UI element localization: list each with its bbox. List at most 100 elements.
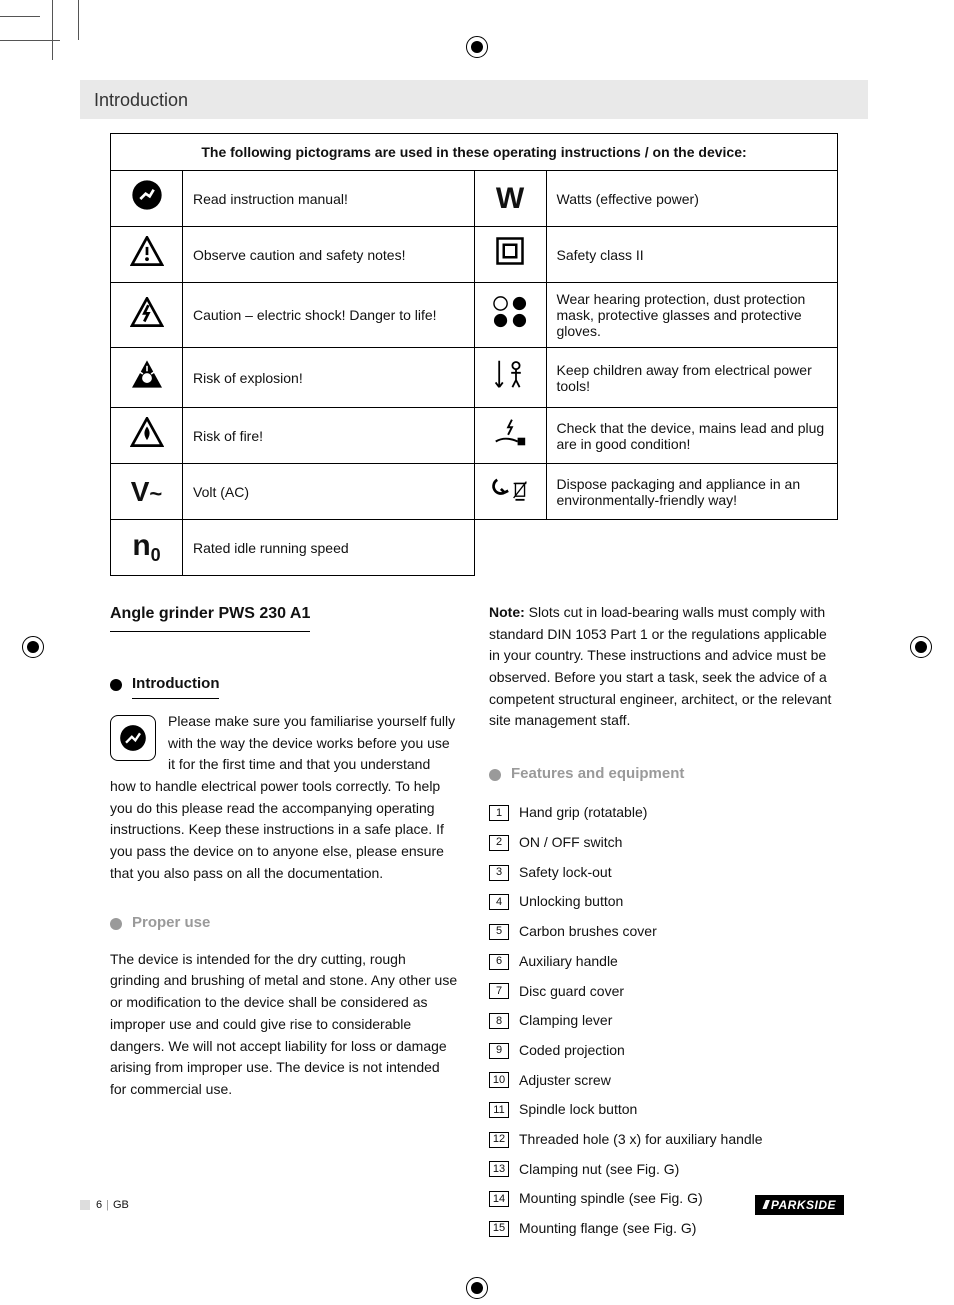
- pictogram-text: Wear hearing protection, dust protection…: [546, 283, 838, 348]
- feature-text: Safety lock-out: [519, 862, 612, 884]
- feature-number: 13: [489, 1161, 509, 1177]
- pictogram-icon: [111, 348, 183, 408]
- feature-number: 12: [489, 1132, 509, 1148]
- feature-text: ON / OFF switch: [519, 832, 622, 854]
- feature-number: 7: [489, 983, 509, 999]
- section-heading-features: Features and equipment: [489, 762, 838, 788]
- footer: 6 | GB ///PARKSIDE: [80, 1195, 844, 1215]
- feature-number: 9: [489, 1043, 509, 1059]
- registration-mark-icon: [466, 1277, 488, 1299]
- feature-number: 6: [489, 954, 509, 970]
- registration-mark-icon: [466, 36, 488, 58]
- pictogram-text: Caution – electric shock! Danger to life…: [183, 283, 475, 348]
- feature-text: Disc guard cover: [519, 981, 624, 1003]
- footer-marker-icon: [80, 1200, 90, 1210]
- page-language: GB: [113, 1199, 129, 1211]
- feature-item: 8 Clamping lever: [489, 1010, 838, 1032]
- crop-mark: [78, 0, 79, 40]
- crop-mark: [0, 16, 40, 17]
- feature-number: 2: [489, 835, 509, 851]
- page-title: Introduction: [80, 80, 868, 119]
- feature-item: 6 Auxiliary handle: [489, 951, 838, 973]
- pictogram-icon: W: [474, 171, 546, 227]
- pictogram-text: Risk of explosion!: [183, 348, 475, 408]
- pictogram-table: The following pictograms are used in the…: [110, 133, 838, 576]
- feature-item: 7 Disc guard cover: [489, 981, 838, 1003]
- feature-number: 3: [489, 865, 509, 881]
- pictogram-icon: [474, 227, 546, 283]
- pictogram-icon: [474, 408, 546, 464]
- pictogram-icon: [111, 408, 183, 464]
- pictogram-text: Read instruction manual!: [183, 171, 475, 227]
- page: Introduction The following pictograms ar…: [0, 0, 954, 1305]
- feature-text: Spindle lock button: [519, 1099, 637, 1121]
- feature-text: Adjuster screw: [519, 1070, 611, 1092]
- crop-mark: [0, 40, 60, 41]
- feature-text: Clamping lever: [519, 1010, 612, 1032]
- feature-text: Mounting flange (see Fig. G): [519, 1218, 696, 1240]
- pictogram-text: Safety class II: [546, 227, 838, 283]
- feature-text: Threaded hole (3 x) for auxiliary handle: [519, 1129, 763, 1151]
- pictogram-icon: n0: [111, 520, 183, 576]
- feature-item: 1 Hand grip (rotatable): [489, 802, 838, 824]
- pictogram-icon: [474, 283, 546, 348]
- pictogram-icon: [111, 227, 183, 283]
- registration-mark-icon: [910, 636, 932, 658]
- feature-number: 8: [489, 1013, 509, 1029]
- feature-item: 5 Carbon brushes cover: [489, 921, 838, 943]
- feature-item: 11 Spindle lock button: [489, 1099, 838, 1121]
- feature-item: 2 ON / OFF switch: [489, 832, 838, 854]
- feature-number: 11: [489, 1102, 509, 1118]
- crop-mark: [52, 0, 53, 60]
- section-heading-proper-use: Proper use: [110, 911, 459, 937]
- feature-text: Carbon brushes cover: [519, 921, 657, 943]
- section-label: Proper use: [132, 911, 210, 937]
- brand-logo: ///PARKSIDE: [755, 1195, 844, 1215]
- note-label: Note:: [489, 604, 525, 620]
- proper-use-body: The device is intended for the dry cutti…: [110, 949, 459, 1101]
- bullet-icon: [489, 769, 501, 781]
- bullet-icon: [110, 679, 122, 691]
- feature-number: 10: [489, 1072, 509, 1088]
- note-paragraph: Note: Slots cut in load-bearing walls mu…: [489, 602, 838, 732]
- feature-text: Auxiliary handle: [519, 951, 618, 973]
- feature-item: 12 Threaded hole (3 x) for auxiliary hand…: [489, 1129, 838, 1151]
- pictogram-icon: V~: [111, 464, 183, 520]
- left-column: Angle grinder PWS 230 A1 Introduction Pl…: [110, 602, 459, 1248]
- section-label: Features and equipment: [511, 762, 684, 788]
- feature-number: 1: [489, 805, 509, 821]
- feature-text: Clamping nut (see Fig. G): [519, 1159, 679, 1181]
- section-label: Introduction: [132, 672, 219, 699]
- pictogram-text: Observe caution and safety notes!: [183, 227, 475, 283]
- feature-number: 4: [489, 894, 509, 910]
- feature-number: 5: [489, 924, 509, 940]
- product-title: Angle grinder PWS 230 A1: [110, 602, 310, 632]
- section-heading-intro: Introduction: [110, 672, 459, 699]
- pictogram-text: Watts (effective power): [546, 171, 838, 227]
- page-number: 6: [96, 1199, 102, 1211]
- feature-number: 15: [489, 1221, 509, 1237]
- feature-item: 15 Mounting flange (see Fig. G): [489, 1218, 838, 1240]
- pictogram-text: Rated idle running speed: [183, 520, 475, 576]
- feature-item: 10 Adjuster screw: [489, 1070, 838, 1092]
- pictogram-text: Dispose packaging and appliance in an en…: [546, 464, 838, 520]
- read-manual-icon: [110, 715, 156, 761]
- note-body: Slots cut in load-bearing walls must com…: [489, 604, 831, 728]
- pictogram-text: Keep children away from electrical power…: [546, 348, 838, 408]
- pictogram-icon: [111, 283, 183, 348]
- right-column: Note: Slots cut in load-bearing walls mu…: [489, 602, 838, 1248]
- feature-text: Unlocking button: [519, 891, 623, 913]
- feature-item: 9Coded projection: [489, 1040, 838, 1062]
- feature-item: 4 Unlocking button: [489, 891, 838, 913]
- pictogram-icon: [111, 171, 183, 227]
- feature-text: Hand grip (rotatable): [519, 802, 647, 824]
- pictogram-table-header: The following pictograms are used in the…: [111, 134, 838, 171]
- bullet-icon: [110, 918, 122, 930]
- feature-item: 3 Safety lock-out: [489, 862, 838, 884]
- intro-body: Please make sure you familiarise yoursel…: [110, 713, 455, 881]
- pictogram-text: Risk of fire!: [183, 408, 475, 464]
- pictogram-icon: [474, 348, 546, 408]
- feature-item: 13 Clamping nut (see Fig. G): [489, 1159, 838, 1181]
- pictogram-text: Check that the device, mains lead and pl…: [546, 408, 838, 464]
- registration-mark-icon: [22, 636, 44, 658]
